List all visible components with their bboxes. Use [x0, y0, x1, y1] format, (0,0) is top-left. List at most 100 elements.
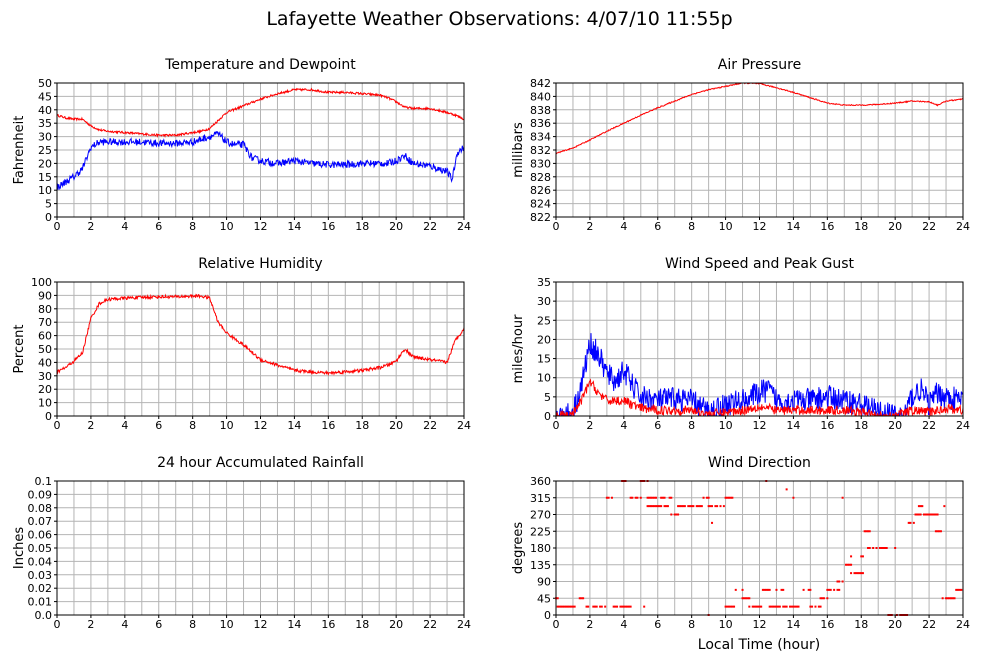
- y-tick-label: 0.01: [28, 596, 53, 609]
- data-point: [670, 496, 673, 499]
- data-point: [755, 605, 758, 608]
- data-point: [860, 572, 863, 575]
- data-point: [817, 605, 820, 608]
- data-point: [826, 588, 829, 591]
- x-tick-label: 20: [389, 220, 403, 233]
- data-point: [651, 505, 654, 508]
- y-tick-label: 832: [530, 144, 551, 157]
- data-point: [582, 597, 585, 600]
- data-point: [960, 588, 963, 591]
- data-point: [643, 605, 646, 608]
- x-tick-label: 24: [457, 220, 471, 233]
- data-point: [938, 530, 941, 533]
- data-point: [653, 505, 656, 508]
- data-point: [605, 496, 608, 499]
- data-point: [563, 605, 566, 608]
- x-tick-label: 14: [287, 220, 301, 233]
- y-tick-label: 0.03: [28, 569, 53, 582]
- data-point: [833, 588, 836, 591]
- x-tick-label: 12: [254, 220, 268, 233]
- data-point: [705, 496, 708, 499]
- data-point: [665, 505, 668, 508]
- data-point: [697, 505, 700, 508]
- data-point: [677, 505, 680, 508]
- data-point: [809, 588, 812, 591]
- data-point: [865, 530, 868, 533]
- x-tick-label: 12: [254, 618, 268, 631]
- y-tick-label: 225: [530, 525, 551, 538]
- data-point: [794, 605, 797, 608]
- x-tick-label: 18: [854, 419, 868, 432]
- x-tick-label: 20: [888, 220, 902, 233]
- data-point: [929, 513, 932, 516]
- data-point: [782, 588, 785, 591]
- y-tick-label: 90: [537, 576, 551, 589]
- data-point: [955, 588, 958, 591]
- data-point: [841, 580, 844, 583]
- y-tick-label: 50: [38, 343, 52, 356]
- y-tick-label: 30: [38, 131, 52, 144]
- x-tick-label: 14: [786, 419, 800, 432]
- data-point: [573, 605, 576, 608]
- y-tick-label: 842: [530, 77, 551, 90]
- data-point: [936, 530, 939, 533]
- data-point: [807, 588, 810, 591]
- y-tick-label: 838: [530, 104, 551, 117]
- data-point: [909, 521, 912, 524]
- data-point: [868, 547, 871, 549]
- data-point: [748, 605, 751, 608]
- data-point: [768, 588, 771, 591]
- data-point: [855, 572, 858, 575]
- data-point: [934, 530, 937, 533]
- data-point: [907, 521, 910, 524]
- data-point: [655, 505, 658, 508]
- data-point: [558, 605, 561, 608]
- data-point: [780, 588, 783, 591]
- data-point: [624, 605, 627, 608]
- data-point: [819, 597, 822, 600]
- data-point: [850, 563, 853, 566]
- data-point: [819, 605, 822, 608]
- x-tick-label: 24: [956, 220, 970, 233]
- x-tick-label: 2: [87, 618, 94, 631]
- y-axis-label: millibars: [511, 122, 526, 178]
- data-point: [660, 505, 663, 508]
- data-point: [622, 605, 625, 608]
- x-tick-label: 18: [355, 220, 369, 233]
- data-point: [775, 605, 778, 608]
- data-point: [867, 547, 870, 549]
- y-tick-label: 15: [537, 353, 551, 366]
- data-point: [792, 605, 795, 608]
- data-point: [792, 496, 795, 499]
- data-point: [621, 605, 624, 608]
- x-tick-label: 14: [287, 618, 301, 631]
- data-point: [702, 496, 705, 499]
- y-tick-label: 0: [544, 410, 551, 423]
- x-tick-label: 6: [654, 618, 661, 631]
- data-point: [690, 505, 693, 508]
- data-point: [885, 547, 888, 549]
- data-point: [753, 605, 756, 608]
- y-tick-label: 15: [38, 171, 52, 184]
- data-point: [655, 496, 658, 499]
- data-point: [561, 605, 564, 608]
- data-point: [649, 496, 652, 499]
- data-point: [660, 496, 663, 499]
- y-tick-label: 270: [530, 509, 551, 522]
- x-tick-label: 4: [121, 618, 128, 631]
- data-point: [958, 588, 961, 591]
- data-point: [604, 605, 607, 608]
- y-tick-label: 35: [38, 117, 52, 130]
- chart-title: Temperature and Dewpoint: [164, 57, 356, 73]
- chart-title: Air Pressure: [718, 57, 801, 73]
- data-point: [646, 496, 649, 499]
- y-tick-label: 822: [530, 211, 551, 224]
- x-tick-label: 0: [54, 618, 61, 631]
- x-tick-label: 20: [389, 419, 403, 432]
- data-point: [912, 521, 915, 524]
- x-tick-label: 10: [719, 220, 733, 233]
